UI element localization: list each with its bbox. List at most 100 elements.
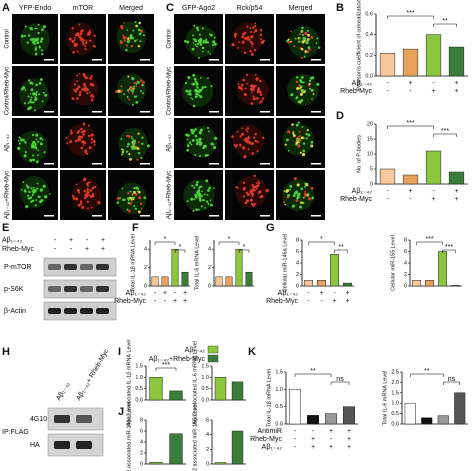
speckle [90,98,94,102]
speckle [35,38,37,41]
speckle [212,143,215,146]
speckle [256,184,260,188]
speckle [185,89,189,93]
speckle [135,83,138,86]
speckle [302,81,305,84]
speckle [249,27,252,30]
significance-label: * [243,244,246,251]
speckle [243,155,247,159]
speckle [20,34,24,38]
significance-bracket [433,23,457,27]
speckle [120,85,123,88]
speckle [253,84,256,87]
significance-bracket [334,249,348,253]
condition-mark: + [345,298,349,305]
speckle [204,154,208,158]
speckle [31,41,34,44]
speckle [256,150,259,152]
speckle [91,194,95,198]
speckle [293,177,297,180]
condition-mark: + [347,436,351,443]
speckle [244,87,247,90]
y-tick-label: 0 [370,181,373,187]
speckle [248,142,251,145]
y-tick-label: 5 [370,166,373,172]
speckle [200,194,204,198]
condition-mark: + [85,246,89,253]
scale-bar [311,111,321,113]
speckle [193,77,197,81]
speckle [76,80,78,83]
panel-letter: H [2,346,10,358]
band [48,308,61,314]
speckle [258,101,261,104]
speckle [93,34,96,37]
speckle [258,79,262,83]
speckle [292,130,295,133]
condition-name: Rheb-Myc [340,196,372,203]
speckle [74,139,78,143]
speckle [259,93,263,97]
speckle [194,80,198,84]
condition-name: Aβ₁₋₄₂ [126,290,147,297]
speckle [198,196,202,200]
speckle [78,139,82,142]
y-tick-label: 6 [404,249,407,255]
speckle [32,92,35,96]
speckle [84,177,87,180]
speckle [245,73,248,76]
speckle [35,199,38,201]
speckle [307,193,310,196]
speckle [130,44,133,48]
speckle [121,187,124,190]
speckle [37,23,40,26]
speckle [304,50,307,53]
scale-bar [260,215,270,217]
speckle [184,39,187,43]
column-header: GFP-Ago2 [182,5,215,12]
speckle [243,93,247,97]
column-header: Rck/p54 [237,5,263,12]
condition-mark: + [454,80,458,87]
speckle [42,91,45,94]
condition-mark: + [408,188,412,195]
speckle [296,190,298,193]
speckle [33,42,36,45]
scale-bar [140,163,150,165]
speckle [308,79,312,82]
speckle [208,33,211,35]
significance-bracket [238,249,250,253]
speckle [82,144,85,146]
scale-bar [44,59,54,61]
significance-bracket [387,15,434,19]
condition-mark: - [312,428,315,435]
speckle [129,202,132,206]
speckle [311,196,314,199]
bar [448,46,465,77]
speckle [212,44,215,47]
speckle [286,195,290,199]
speckle [300,56,303,60]
speckle [136,39,138,41]
speckle [244,201,248,205]
condition-name: Aβ₁₋₄₂ [352,188,373,195]
speckle [250,35,254,39]
bar [225,276,233,287]
speckle [37,154,39,157]
speckle [299,80,303,84]
speckle [191,184,194,187]
speckle [138,28,141,32]
speckle [20,138,24,142]
y-tick-label: 4 [206,432,209,438]
y-tick-label: 0.0 [391,421,399,427]
row-label: Aβ₁₋₄₂+Rheb-Myc [5,171,11,219]
scale-bar [311,59,321,61]
speckle [125,44,128,47]
speckle [242,187,246,191]
speckle [303,90,306,94]
speckle [88,194,91,197]
speckle [131,137,134,140]
condition-mark: - [154,290,157,297]
speckle [121,153,124,156]
speckle [35,138,38,141]
